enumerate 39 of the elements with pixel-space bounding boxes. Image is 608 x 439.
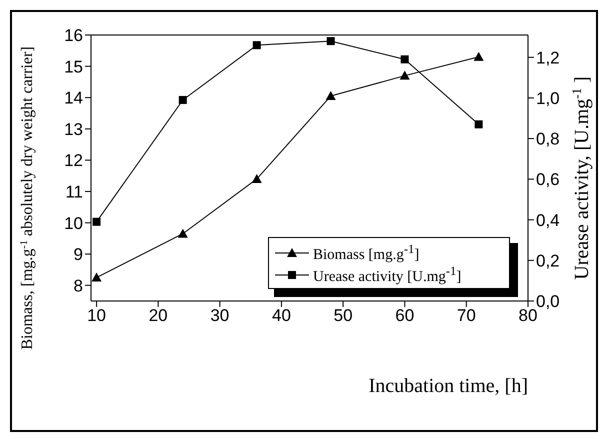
legend-label: Urease activity [U.mg$^{-1}$] [313, 264, 462, 286]
point [474, 52, 484, 61]
point [92, 218, 101, 226]
y-tick-label: 12 [64, 151, 83, 170]
x-tick-label: 30 [210, 306, 230, 326]
y2-tick-label: 1,2 [536, 48, 560, 68]
y-tick-label: 13 [64, 120, 83, 139]
point [252, 174, 262, 183]
x-tick-label: 40 [272, 306, 291, 326]
x-tick-label: 80 [518, 306, 538, 326]
x-tick-label: 60 [395, 306, 414, 326]
x-tick-label: 50 [334, 306, 353, 326]
y-tick-label: 8 [74, 276, 83, 296]
y-tick-label: 9 [74, 245, 83, 264]
y-tick-label: 14 [64, 88, 83, 108]
point [326, 91, 336, 100]
point [400, 55, 409, 64]
legend-label: Biomass [mg.g$^{-1}$] [313, 242, 420, 264]
point [326, 37, 335, 46]
point [474, 120, 483, 128]
y2-tick-label: 0,2 [536, 251, 560, 270]
y2-tick-label: 1,0 [536, 88, 560, 108]
x-axis-title: Incubation time, [h] [368, 375, 528, 397]
point [400, 70, 410, 80]
y-tick-label: 15 [64, 57, 83, 76]
y2-tick-label: 0,6 [536, 170, 560, 190]
x-tick-label: 20 [148, 306, 168, 326]
y2-tick-label: 0,8 [536, 130, 560, 149]
y-tick-label: 10 [64, 214, 83, 233]
y2-tick-label: 0,0 [536, 292, 560, 312]
point [92, 272, 102, 282]
y-tick-label: 11 [65, 182, 83, 202]
point [252, 41, 261, 50]
x-tick-label: 10 [87, 306, 106, 326]
y2-tick-label: 0,4 [536, 210, 560, 230]
y-tick-label: 16 [64, 26, 83, 46]
x-tick-label: 70 [456, 306, 476, 326]
point [178, 228, 188, 238]
point [178, 96, 187, 104]
